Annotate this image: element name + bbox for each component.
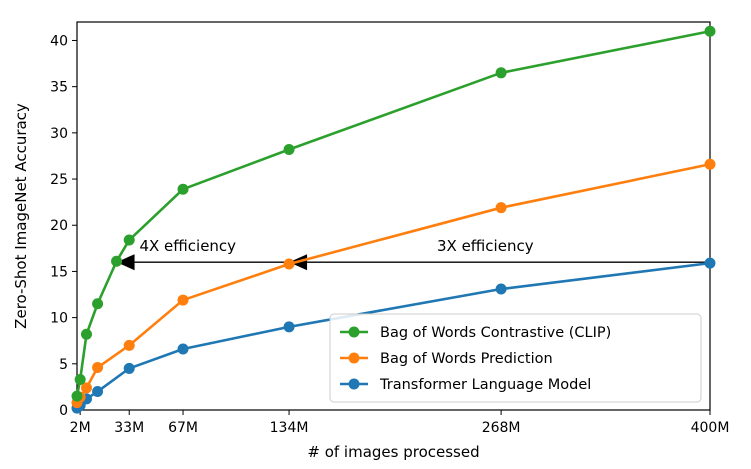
data-point bbox=[123, 362, 135, 374]
y-tick-label: 15 bbox=[50, 264, 68, 280]
annotation-arrow-head bbox=[116, 254, 135, 271]
series bbox=[71, 25, 716, 402]
plot-area bbox=[76, 21, 711, 411]
x-tick-label: 268M bbox=[482, 420, 521, 436]
legend-entry: Bag of Words Prediction bbox=[340, 351, 553, 367]
y-tick-label: 25 bbox=[50, 172, 68, 188]
data-point bbox=[283, 258, 295, 270]
legend-marker bbox=[348, 378, 360, 390]
legend-box bbox=[329, 313, 702, 403]
series-group bbox=[71, 25, 716, 414]
data-point bbox=[704, 25, 716, 37]
x-tick-label: 33M bbox=[114, 420, 144, 436]
y-axis-label: Zero-Shot ImageNet Accuracy bbox=[12, 103, 30, 329]
data-point bbox=[177, 294, 189, 306]
data-point bbox=[283, 321, 295, 333]
legend-marker bbox=[348, 352, 360, 364]
x-tick-label: 134M bbox=[270, 420, 309, 436]
data-point bbox=[111, 255, 123, 267]
annotation-label: 4X efficiency bbox=[139, 237, 236, 255]
x-axis: 2M 33M 67M 134M 268M 400M bbox=[70, 410, 730, 436]
y-tick-label: 35 bbox=[50, 80, 68, 96]
x-tick-label: 67M bbox=[168, 420, 198, 436]
data-point bbox=[495, 67, 507, 79]
data-point bbox=[123, 339, 135, 351]
annotation-label: 3X efficiency bbox=[437, 237, 534, 255]
legend-entry: Transformer Language Model bbox=[340, 377, 591, 393]
data-point bbox=[74, 374, 86, 386]
data-point bbox=[177, 183, 189, 195]
data-point bbox=[177, 343, 189, 355]
y-tick-label: 40 bbox=[50, 33, 68, 49]
legend: Bag of Words Contrastive (CLIP) Bag of Wo… bbox=[329, 313, 702, 403]
data-point bbox=[92, 362, 104, 374]
y-tick-label: 20 bbox=[50, 218, 68, 234]
x-tick-label: 2M bbox=[70, 420, 91, 436]
legend-label: Transformer Language Model bbox=[379, 377, 591, 393]
data-point bbox=[92, 298, 104, 310]
y-tick-label: 5 bbox=[59, 357, 68, 373]
y-tick-label: 0 bbox=[59, 403, 68, 419]
data-point bbox=[80, 328, 92, 340]
data-point bbox=[71, 390, 83, 402]
data-point bbox=[283, 143, 295, 155]
data-point bbox=[80, 382, 92, 394]
legend-label: Bag of Words Contrastive (CLIP) bbox=[380, 325, 611, 341]
data-point bbox=[495, 202, 507, 214]
x-tick-label: 400M bbox=[691, 420, 730, 436]
y-tick-label: 10 bbox=[50, 311, 68, 327]
plot-frame bbox=[76, 21, 711, 411]
data-point bbox=[123, 234, 135, 246]
legend-label: Bag of Words Prediction bbox=[380, 351, 553, 367]
data-point bbox=[704, 257, 716, 269]
annotations: 4X efficiency 3X efficiency bbox=[116, 237, 710, 271]
legend-entry: Bag of Words Contrastive (CLIP) bbox=[340, 325, 611, 341]
legend-marker bbox=[348, 326, 360, 338]
y-tick-label: 30 bbox=[50, 126, 68, 142]
data-point bbox=[92, 386, 104, 398]
x-axis-label: # of images processed bbox=[307, 443, 479, 461]
data-point bbox=[704, 158, 716, 170]
y-axis: 0 5 10 15 20 25 30 35 40 bbox=[50, 33, 77, 419]
data-point bbox=[495, 283, 507, 295]
series-line bbox=[75, 29, 711, 397]
